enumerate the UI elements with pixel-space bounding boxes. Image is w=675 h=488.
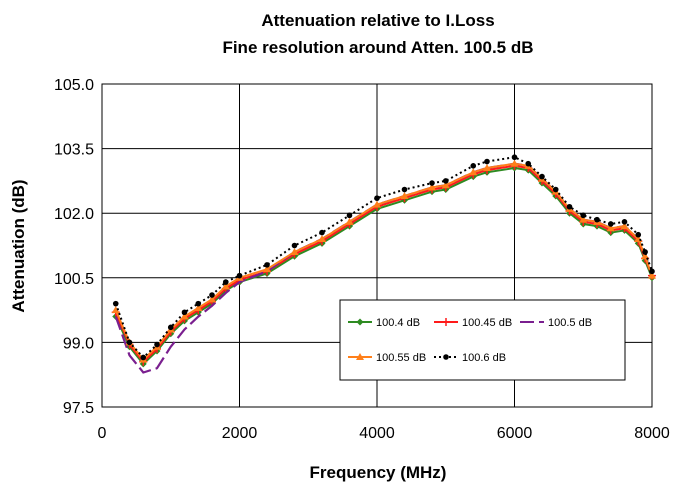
data-point [180,312,189,320]
x-axis-label: Frequency (MHz) [310,463,447,482]
x-tick-label: 6000 [497,425,533,442]
data-point [356,318,364,326]
legend-label: 100.55 dB [376,352,426,364]
data-point [620,222,629,230]
data-point [346,212,353,219]
y-axis-label: Attenuation (dB) [9,179,28,312]
x-tick-label: 8000 [634,425,670,442]
data-point [264,262,270,268]
data-point [635,231,642,238]
data-point [221,282,230,290]
data-point [126,339,133,346]
y-tick-label: 100.5 [54,271,94,288]
y-tick-label: 105.0 [54,77,94,94]
data-point [154,341,160,348]
data-point [291,242,298,249]
legend-label: 100.45 dB [462,317,512,329]
data-point [319,229,325,236]
chart-title: Attenuation relative to I.Loss [261,11,494,30]
y-tick-label: 102.0 [54,206,94,223]
data-point [195,300,202,307]
data-point [374,195,380,201]
y-tick-label: 103.5 [54,142,94,159]
data-point [483,163,491,171]
data-point [607,221,614,227]
data-point [167,324,174,331]
data-point [621,219,628,225]
data-point [401,186,408,193]
data-point [511,154,518,161]
data-point [111,306,120,314]
data-point [442,178,449,184]
data-point [606,224,615,232]
series-layer [111,154,656,374]
data-point [642,249,648,255]
data-point [648,271,656,279]
data-point [263,265,271,273]
data-point [641,252,650,260]
data-point [579,215,588,223]
data-point [525,160,532,167]
x-tick-label: 0 [98,425,107,442]
legend-label: 100.6 dB [462,352,506,364]
data-point [428,183,436,191]
data-point [442,318,450,326]
data-point [539,173,545,180]
data-point [208,295,216,303]
data-point [484,158,490,165]
y-axis-ticks: 97.5 99.0 100.5 102.0 103.5 105.0 [54,77,94,417]
series-5 [112,154,655,361]
data-point [181,309,188,316]
data-point [649,268,655,275]
data-point [510,159,519,167]
data-point [580,212,587,219]
data-point [112,300,119,307]
data-point [400,191,409,199]
data-point [443,354,449,360]
x-axis-ticks: 0 2000 4000 6000 8000 [98,425,670,442]
x-tick-label: 2000 [222,425,258,442]
data-point [552,186,559,193]
data-point [594,216,600,223]
legend: 100.4 dB 100.45 dB 100.5 dB 100.55 dB 100.6 … [339,299,626,381]
data-point [140,354,147,361]
y-tick-label: 99.0 [63,335,94,352]
data-point [236,272,243,279]
data-point [318,235,326,243]
data-point [429,180,435,186]
y-tick-label: 97.5 [63,400,94,417]
data-point [469,168,478,176]
data-point [194,303,203,311]
chart-subtitle: Fine resolution around Atten. 100.5 dB [222,38,533,57]
legend-box [339,299,626,381]
series-line [114,162,653,362]
data-point [441,181,450,189]
data-point [356,353,364,360]
data-point [345,217,354,225]
data-point [222,279,229,285]
legend-label: 100.5 dB [548,317,592,329]
data-point [209,292,215,298]
data-point [470,163,477,169]
plot-frame [101,83,653,408]
x-tick-label: 4000 [359,425,395,442]
data-point [290,247,299,255]
legend-label: 100.4 dB [376,317,420,329]
data-point [373,200,381,208]
data-point [566,203,573,210]
